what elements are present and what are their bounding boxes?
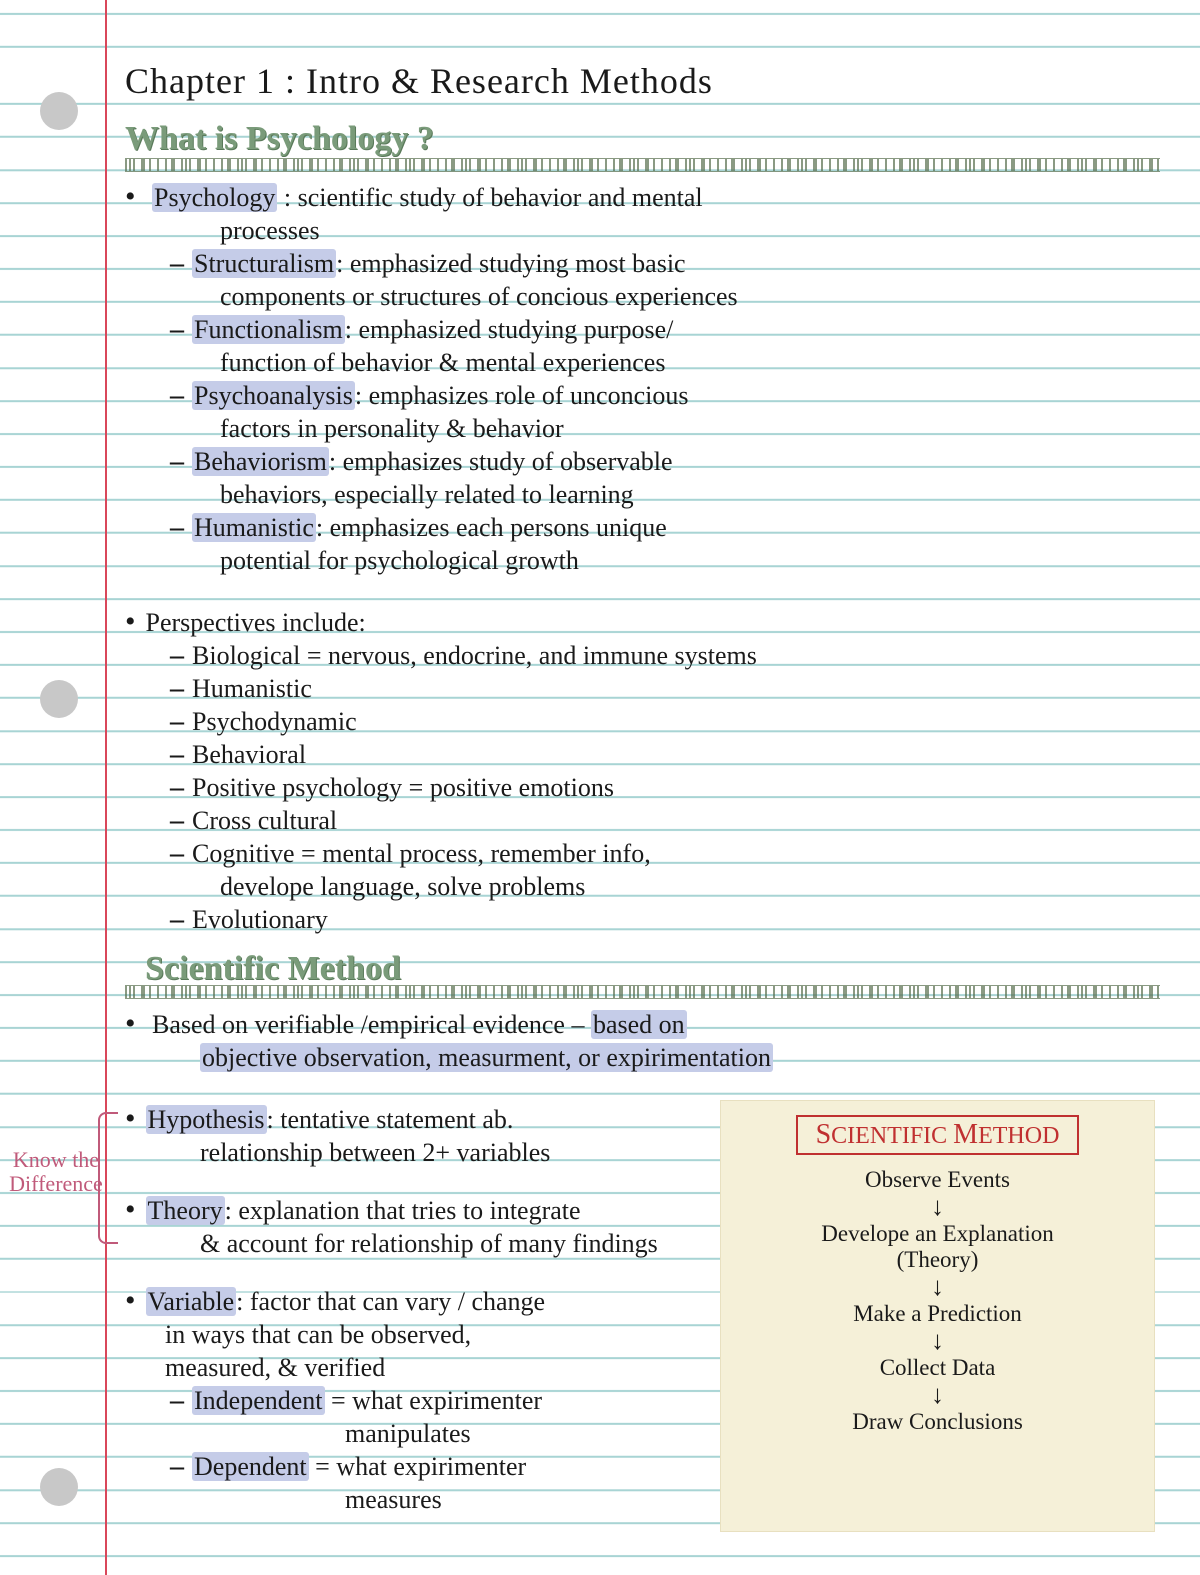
definition-text: : emphasizes role of unconcious bbox=[355, 381, 689, 410]
dash-item: Positive psychology = positive emotions bbox=[170, 771, 1160, 804]
highlighted-term: Structuralism bbox=[192, 249, 336, 278]
highlighted-text: based on bbox=[591, 1010, 687, 1039]
dash-item: Independent = what expirimenter bbox=[170, 1384, 1160, 1417]
dash-item: Biological = nervous, endocrine, and imm… bbox=[170, 639, 1160, 672]
notes-content: Chapter 1 : Intro & Research Methods Wha… bbox=[125, 60, 1160, 1516]
highlighted-term: Behaviorism bbox=[192, 447, 329, 476]
definition-text: : emphasizes study of observable bbox=[329, 447, 673, 476]
bullet-item: Hypothesis: tentative statement ab. bbox=[125, 1102, 1160, 1136]
dash-item: Evolutionary bbox=[170, 903, 1160, 936]
margin-annotation: Know the Difference bbox=[6, 1148, 106, 1196]
highlighted-term: Independent bbox=[192, 1386, 325, 1415]
continuation: manipulates bbox=[345, 1417, 1160, 1450]
bullet-item: Psychology : scientific study of behavio… bbox=[125, 180, 1160, 214]
continuation: components or structures of concious exp… bbox=[220, 280, 1160, 313]
definition-text: : emphasized studying most basic bbox=[336, 249, 686, 278]
section-heading: Scientific Method bbox=[145, 952, 1160, 985]
continuation: & account for relationship of many findi… bbox=[200, 1227, 1160, 1260]
continuation: measured, & verified bbox=[165, 1351, 1160, 1384]
bullet-item: Based on verifiable /empirical evidence … bbox=[125, 1007, 1160, 1041]
highlighted-text: objective observation, measurment, or ex… bbox=[200, 1043, 773, 1072]
definition-text: Perspectives include: bbox=[146, 608, 366, 637]
vine-divider bbox=[125, 158, 1160, 172]
punch-hole bbox=[40, 92, 78, 130]
dash-item: Psychoanalysis: emphasizes role of uncon… bbox=[170, 379, 1160, 412]
vine-divider bbox=[125, 985, 1160, 999]
highlighted-term: Humanistic bbox=[192, 513, 316, 542]
highlighted-term: Functionalism bbox=[192, 315, 345, 344]
page-title: Chapter 1 : Intro & Research Methods bbox=[125, 60, 1160, 102]
section-heading: What is Psychology ? bbox=[125, 120, 1160, 158]
bullet-item: Variable: factor that can vary / change bbox=[125, 1284, 1160, 1318]
definition-text: : tentative statement ab. bbox=[267, 1105, 514, 1134]
dash-item: Cognitive = mental process, remember inf… bbox=[170, 837, 1160, 870]
dash-item: Cross cultural bbox=[170, 804, 1160, 837]
highlighted-term: Psychology bbox=[152, 183, 277, 212]
dash-item: Structuralism: emphasized studying most … bbox=[170, 247, 1160, 280]
highlighted-term: Variable bbox=[146, 1287, 237, 1316]
dash-item: Dependent = what expirimenter bbox=[170, 1450, 1160, 1483]
dash-item: Humanistic bbox=[170, 672, 1160, 705]
dash-item: Behaviorism: emphasizes study of observa… bbox=[170, 445, 1160, 478]
continuation: relationship between 2+ variables bbox=[200, 1136, 1160, 1169]
continuation: measures bbox=[345, 1483, 1160, 1516]
bullet-item: Perspectives include: bbox=[125, 605, 1160, 639]
bullet-item: Theory: explanation that tries to integr… bbox=[125, 1193, 1160, 1227]
notes-body: Psychology : scientific study of behavio… bbox=[125, 180, 1160, 1516]
highlighted-term: Theory bbox=[146, 1196, 225, 1225]
dash-item: Psychodynamic bbox=[170, 705, 1160, 738]
margin-line bbox=[105, 0, 107, 1575]
continuation: develope language, solve problems bbox=[220, 870, 1160, 903]
body-text: Based on verifiable /empirical evidence … bbox=[152, 1010, 591, 1039]
annotation-text: Difference bbox=[9, 1171, 103, 1196]
highlighted-term: Dependent bbox=[192, 1452, 309, 1481]
definition-text: : factor that can vary / change bbox=[236, 1287, 545, 1316]
definition-text: : explanation that tries to integrate bbox=[225, 1196, 581, 1225]
continuation: in ways that can be observed, bbox=[165, 1318, 1160, 1351]
dash-item: Behavioral bbox=[170, 738, 1160, 771]
continuation: objective observation, measurment, or ex… bbox=[200, 1041, 1160, 1074]
definition-text: : scientific study of behavior and menta… bbox=[284, 183, 703, 212]
definition-text: = what expirimenter bbox=[325, 1386, 543, 1415]
continuation: factors in personality & behavior bbox=[220, 412, 1160, 445]
continuation: function of behavior & mental experience… bbox=[220, 346, 1160, 379]
highlighted-term: Psychoanalysis bbox=[192, 381, 355, 410]
annotation-text: Know the bbox=[13, 1147, 99, 1172]
dash-item: Functionalism: emphasized studying purpo… bbox=[170, 313, 1160, 346]
continuation: processes bbox=[220, 214, 1160, 247]
punch-hole bbox=[40, 1468, 78, 1506]
definition-text: : emphasized studying purpose/ bbox=[345, 315, 674, 344]
definition-text: = what expirimenter bbox=[309, 1452, 527, 1481]
continuation: behaviors, especially related to learnin… bbox=[220, 478, 1160, 511]
dash-item: Humanistic: emphasizes each persons uniq… bbox=[170, 511, 1160, 544]
definition-text: : emphasizes each persons unique bbox=[316, 513, 667, 542]
punch-hole bbox=[40, 680, 78, 718]
continuation: potential for psychological growth bbox=[220, 544, 1160, 577]
highlighted-term: Hypothesis bbox=[146, 1105, 267, 1134]
